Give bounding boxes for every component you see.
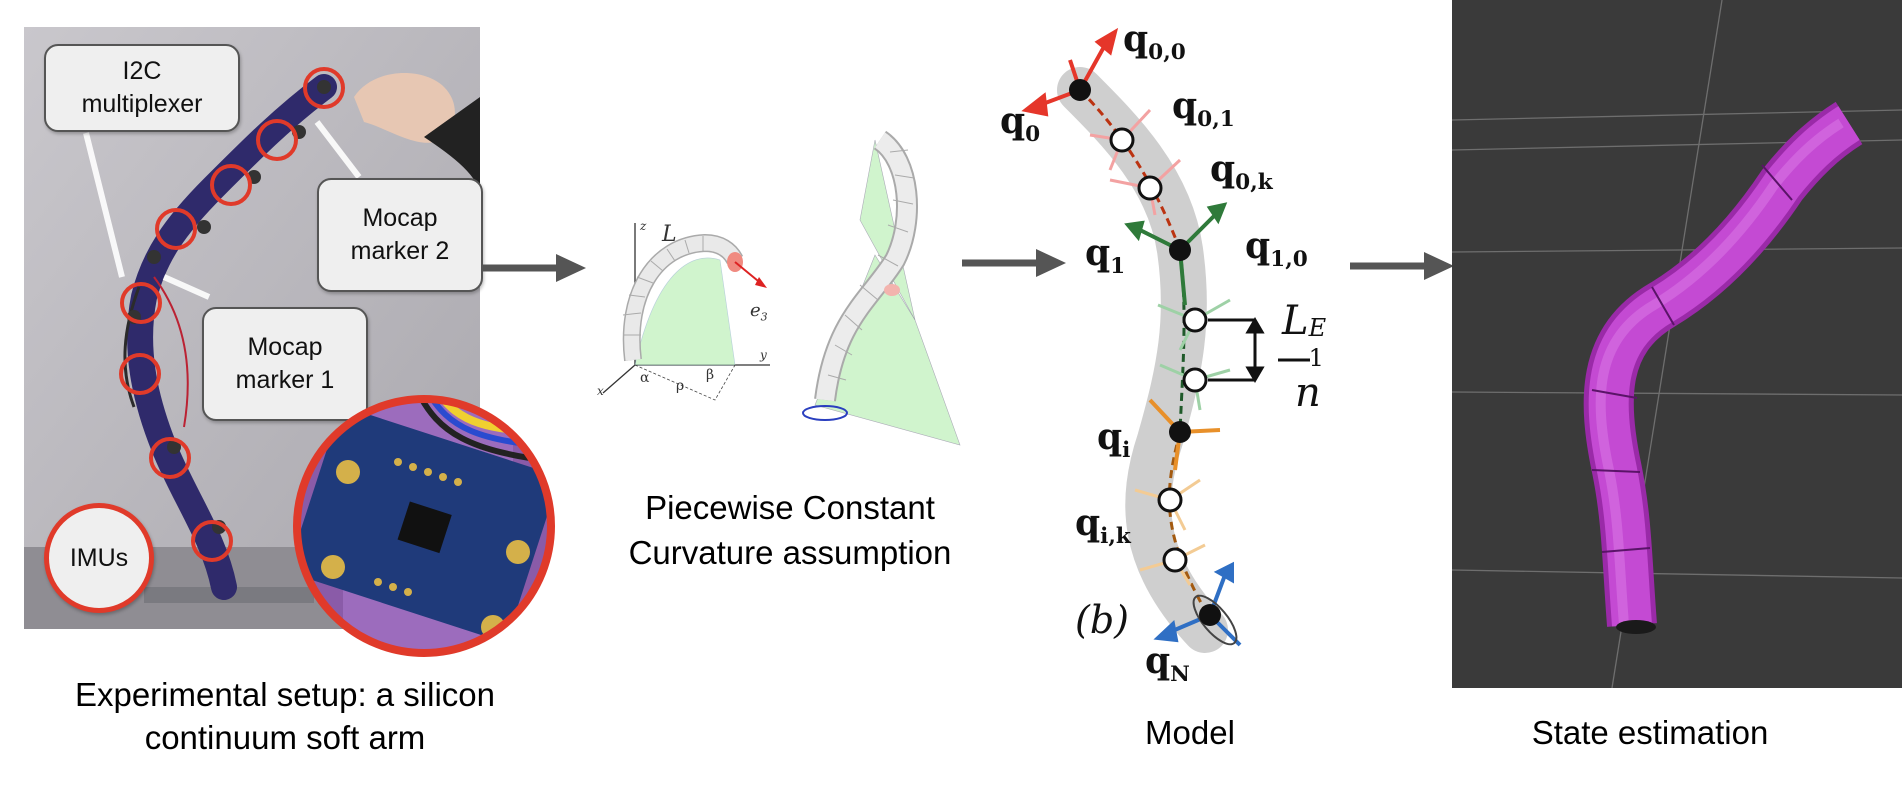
label-qi: qi bbox=[1097, 416, 1131, 464]
state-caption: State estimation bbox=[1531, 714, 1769, 751]
setup-caption-line2: continuum soft arm bbox=[144, 719, 426, 756]
pcc-caption-line1: Piecewise Constant bbox=[645, 489, 935, 526]
pcc-diagram-right bbox=[802, 130, 961, 446]
setup-caption-line1: Experimental setup: a silicon bbox=[74, 676, 496, 713]
mocap-marker-2-callout: Mocap marker 2 bbox=[317, 178, 483, 292]
flow-arrow-2 bbox=[962, 249, 1066, 277]
pcc-length-label: L bbox=[662, 222, 677, 247]
pcc-beta-label: β bbox=[706, 367, 715, 383]
pcc-alpha-label: α bbox=[640, 370, 650, 386]
state-viewer bbox=[1452, 0, 1902, 688]
label-qik: qi,k bbox=[1075, 502, 1131, 550]
label-q0k: q0,k bbox=[1210, 148, 1273, 196]
mocap-marker-1-callout: Mocap marker 1 bbox=[202, 307, 368, 421]
pcc-y-label: y bbox=[760, 348, 767, 362]
label-q01: q0,1 bbox=[1172, 85, 1235, 133]
subfigure-tag: (b) bbox=[1075, 598, 1129, 642]
i2c-multiplexer-callout: I2C multiplexer bbox=[44, 44, 240, 132]
fraction-denominator: n bbox=[1295, 370, 1321, 416]
pcc-e3-label: e3 bbox=[750, 300, 768, 324]
pcc-diagram-left bbox=[602, 223, 770, 401]
model-diagram bbox=[1021, 27, 1310, 653]
model-caption: Model bbox=[1145, 714, 1235, 751]
label-qN: qN bbox=[1145, 640, 1190, 688]
pcc-z-label: z bbox=[640, 219, 647, 233]
imus-callout: IMUs bbox=[44, 503, 154, 613]
pcc-x-label: x bbox=[597, 384, 604, 398]
imu-markers bbox=[83, 67, 362, 562]
flow-arrow-3 bbox=[1350, 252, 1454, 280]
label-q00: q0,0 bbox=[1123, 18, 1186, 66]
imu-closeup-inset bbox=[293, 395, 555, 657]
label-q1: q1 bbox=[1085, 232, 1126, 280]
pcc-caption-line2: Curvature assumption bbox=[628, 534, 952, 571]
pcc-rho-label: ρ bbox=[676, 378, 685, 394]
flow-arrow-1 bbox=[482, 254, 586, 282]
fraction-numerator: L E 1 bbox=[1282, 298, 1327, 372]
label-q0: q0 bbox=[1000, 100, 1041, 148]
label-q10: q1,0 bbox=[1245, 225, 1308, 273]
